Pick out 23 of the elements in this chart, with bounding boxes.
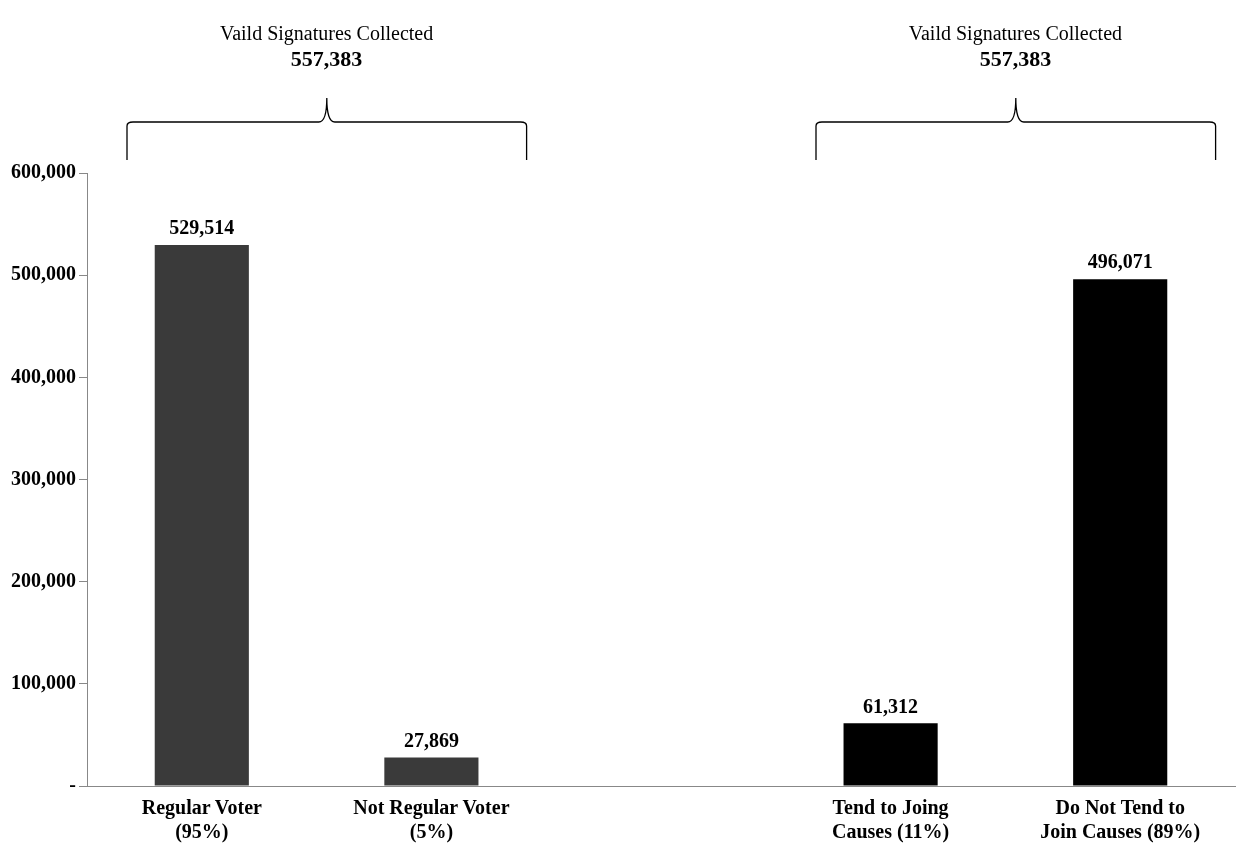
x-tick-label: Tend to Joing Causes (11%) <box>831 796 950 844</box>
y-tick-label: 100,000 <box>11 671 76 694</box>
y-tick-label: 600,000 <box>11 160 76 183</box>
y-tick-label: 200,000 <box>11 568 76 591</box>
data-label: 27,869 <box>403 728 459 751</box>
data-label: 61,312 <box>863 694 919 717</box>
bar <box>1073 279 1168 786</box>
bar <box>154 245 249 786</box>
text: Vaild Signatures Collected <box>907 21 1124 46</box>
y-tick-label: - <box>69 773 76 796</box>
bar <box>384 757 479 786</box>
y-tick-label: 300,000 <box>11 466 76 489</box>
bar <box>843 723 938 786</box>
text: 557,383 <box>289 46 364 72</box>
y-tick-label: 500,000 <box>11 262 76 285</box>
x-tick-label: Not Regular Voter (5%) <box>353 796 510 844</box>
x-tick-label: Do Not Tend to Join Causes (89%) <box>1040 796 1201 844</box>
y-tick-label: 400,000 <box>11 364 76 387</box>
data-label: 496,071 <box>1087 250 1153 273</box>
text: Vaild Signatures Collected <box>218 21 435 46</box>
text: 557,383 <box>978 46 1053 72</box>
data-label: 529,514 <box>169 216 235 239</box>
x-tick-label: Regular Voter (95%) <box>141 796 263 844</box>
